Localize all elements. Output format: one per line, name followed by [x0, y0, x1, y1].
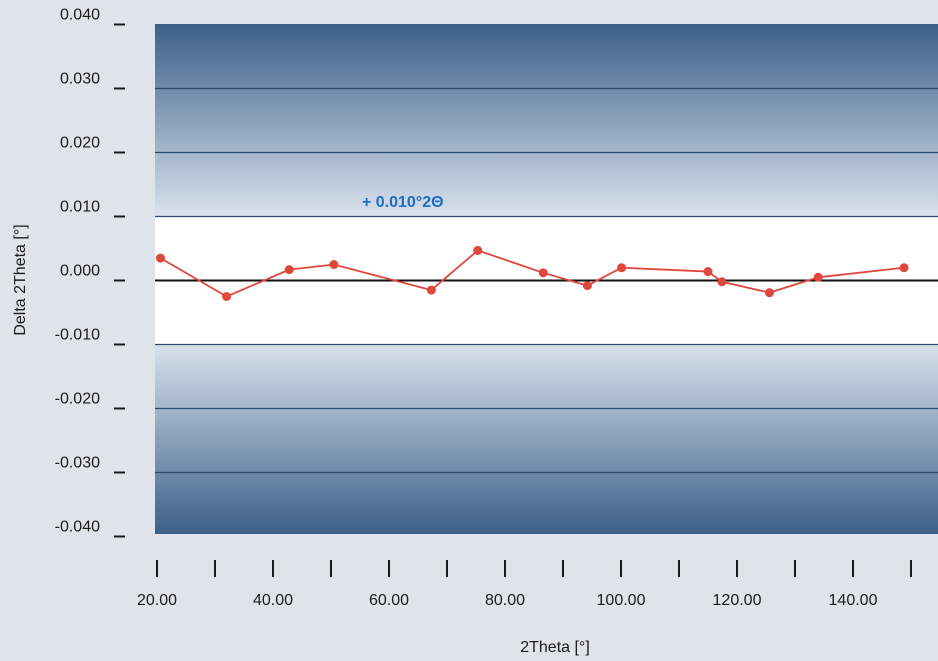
y-tick-label: 0.010 — [60, 199, 100, 216]
grid-lines — [155, 87, 938, 474]
x-axis: 20.00 40.00 60.00 80.00 100.00 120.00 140.00 — [137, 560, 912, 609]
series-line — [160, 249, 905, 298]
y-axis: 0.040 0.030 0.020 0.010 0.000 -0.010 -0.020 -0.… — [55, 7, 125, 538]
tolerance-annotation: + 0.010°2Θ — [362, 194, 444, 211]
data-point — [329, 260, 339, 269]
y-tick-label: -0.030 — [55, 455, 100, 472]
x-tick-label: 60.00 — [369, 592, 409, 609]
y-axis-title: Delta 2Theta [°] — [12, 224, 29, 335]
data-point — [617, 263, 627, 273]
data-point — [703, 267, 713, 277]
x-tick-label: 140.00 — [829, 592, 878, 609]
lower-tolerance-band — [155, 344, 938, 534]
data-point — [155, 253, 165, 263]
upper-tolerance-band — [155, 24, 938, 216]
data-point — [582, 281, 592, 291]
data-point — [473, 245, 483, 255]
y-tick-label: 0.030 — [60, 71, 100, 88]
data-point — [813, 272, 823, 282]
x-tick-label: 40.00 — [253, 592, 293, 609]
x-tick-label: 20.00 — [137, 592, 177, 609]
data-point — [284, 265, 294, 275]
data-point — [426, 285, 436, 295]
x-tick-label: 100.00 — [597, 592, 646, 609]
data-series — [155, 245, 909, 301]
y-tick-label: 0.020 — [60, 135, 100, 152]
x-tick-label: 120.00 — [713, 592, 762, 609]
y-tick-label: -0.010 — [55, 327, 100, 344]
y-tick-label: 0.040 — [60, 7, 100, 24]
x-tick-label: 80.00 — [485, 592, 525, 609]
y-tick-label: -0.040 — [55, 519, 100, 536]
y-tick-label: -0.020 — [55, 391, 100, 408]
x-axis-title: 2Theta [°] — [520, 639, 590, 656]
data-point — [538, 268, 548, 278]
data-point — [899, 263, 909, 273]
data-point — [717, 277, 727, 287]
data-point — [764, 288, 774, 298]
data-point — [222, 292, 232, 301]
y-tick-label: 0.000 — [60, 263, 100, 280]
